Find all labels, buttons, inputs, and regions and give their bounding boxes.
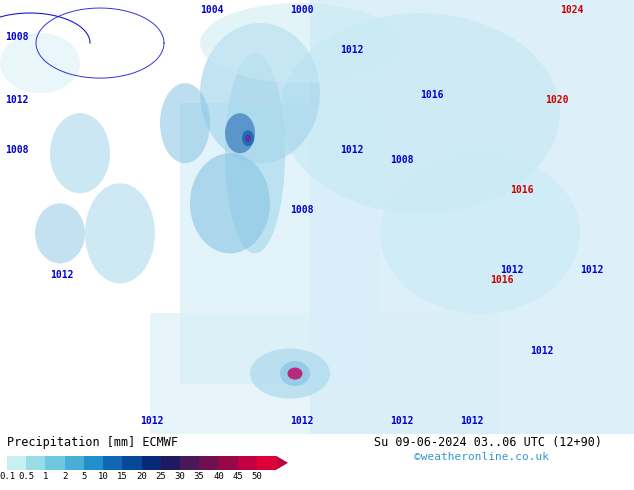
Text: 40: 40 — [213, 472, 224, 481]
Bar — [310, 0, 634, 434]
Bar — [161, 456, 180, 470]
Ellipse shape — [190, 153, 270, 253]
Text: Precipitation [mm] ECMWF: Precipitation [mm] ECMWF — [7, 436, 178, 449]
Ellipse shape — [280, 361, 310, 386]
Text: 1012: 1012 — [530, 345, 553, 356]
Bar — [65, 456, 84, 470]
Text: 1012: 1012 — [580, 266, 604, 275]
Text: 1004: 1004 — [200, 5, 224, 15]
Ellipse shape — [160, 83, 210, 163]
Text: 1012: 1012 — [390, 416, 413, 426]
Text: 5: 5 — [81, 472, 87, 481]
Bar — [84, 456, 103, 470]
Text: 35: 35 — [194, 472, 205, 481]
Text: Su 09-06-2024 03..06 UTC (12+90): Su 09-06-2024 03..06 UTC (12+90) — [373, 436, 602, 449]
Text: 1000: 1000 — [290, 5, 313, 15]
Text: 1016: 1016 — [510, 185, 533, 196]
Ellipse shape — [380, 153, 580, 314]
Text: 1012: 1012 — [290, 416, 313, 426]
Ellipse shape — [225, 113, 255, 153]
Bar — [141, 456, 161, 470]
Ellipse shape — [200, 23, 320, 163]
Text: 1008: 1008 — [290, 205, 313, 215]
Bar — [180, 103, 380, 384]
Text: 1012: 1012 — [500, 266, 524, 275]
Text: 1016: 1016 — [420, 90, 444, 100]
Text: 1008: 1008 — [390, 155, 413, 165]
Polygon shape — [276, 456, 288, 470]
Ellipse shape — [287, 368, 302, 380]
Text: 1008: 1008 — [5, 32, 29, 42]
Bar — [103, 456, 122, 470]
Text: 1020: 1020 — [545, 95, 569, 105]
Ellipse shape — [200, 3, 400, 83]
Text: 50: 50 — [252, 472, 262, 481]
Ellipse shape — [245, 134, 251, 142]
Bar — [46, 456, 65, 470]
Text: 1008: 1008 — [5, 145, 29, 155]
Text: ©weatheronline.co.uk: ©weatheronline.co.uk — [413, 452, 548, 462]
Ellipse shape — [0, 33, 80, 93]
Text: 1012: 1012 — [50, 270, 74, 280]
Text: 15: 15 — [117, 472, 127, 481]
Text: 30: 30 — [174, 472, 185, 481]
Text: 1012: 1012 — [340, 45, 363, 55]
Text: 10: 10 — [98, 472, 108, 481]
Bar — [122, 456, 141, 470]
Bar — [180, 456, 199, 470]
Bar — [150, 314, 500, 434]
Bar — [219, 456, 238, 470]
Text: 0.5: 0.5 — [18, 472, 34, 481]
Text: 45: 45 — [232, 472, 243, 481]
Bar — [26, 456, 46, 470]
Ellipse shape — [35, 203, 85, 264]
Ellipse shape — [225, 53, 285, 253]
Text: 1012: 1012 — [460, 416, 484, 426]
Text: 1012: 1012 — [340, 145, 363, 155]
Bar — [199, 456, 219, 470]
Text: 25: 25 — [155, 472, 166, 481]
Text: 1012: 1012 — [140, 416, 164, 426]
Text: 1024: 1024 — [560, 5, 583, 15]
Bar — [257, 456, 276, 470]
Text: 1: 1 — [43, 472, 48, 481]
Text: 0.1: 0.1 — [0, 472, 15, 481]
Ellipse shape — [85, 183, 155, 283]
Bar — [238, 456, 257, 470]
Text: 1016: 1016 — [490, 275, 514, 285]
Text: 1012: 1012 — [5, 95, 29, 105]
Text: 20: 20 — [136, 472, 147, 481]
Text: 2: 2 — [62, 472, 67, 481]
Bar — [7, 456, 26, 470]
Ellipse shape — [250, 348, 330, 398]
Ellipse shape — [242, 130, 254, 146]
Ellipse shape — [50, 113, 110, 193]
Ellipse shape — [280, 13, 560, 213]
